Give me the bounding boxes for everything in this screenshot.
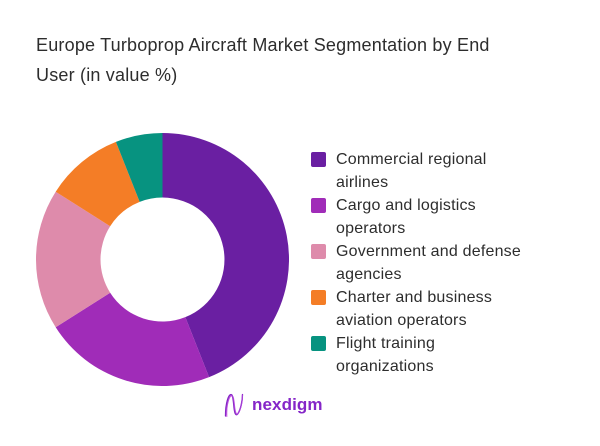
legend-label: Cargo and logistics operators <box>336 197 476 237</box>
legend-swatch <box>311 152 326 167</box>
legend-swatch <box>311 198 326 213</box>
donut-slice-0 <box>162 133 289 378</box>
chart-title: Europe Turboprop Aircraft Market Segment… <box>36 30 556 90</box>
nexdigm-logo: nexdigm <box>223 391 323 419</box>
legend-label: Flight training organizations <box>336 335 436 375</box>
donut-slice-2 <box>36 191 111 328</box>
donut-chart <box>36 133 289 386</box>
legend-swatch <box>311 336 326 351</box>
legend-item-commercial-regional-airlines: Commercial regional airlines <box>311 148 571 194</box>
chart-title-line-1: Europe Turboprop Aircraft Market Segment… <box>36 35 490 55</box>
chart-legend: Commercial regional airlines Cargo and l… <box>311 148 571 378</box>
donut-chart-container <box>36 133 289 386</box>
donut-slice-3 <box>55 141 140 227</box>
legend-item-government-defense-agencies: Government and defense agencies <box>311 240 571 286</box>
donut-slice-4 <box>115 133 163 202</box>
legend-label: Commercial regional airlines <box>336 151 487 191</box>
legend-item-charter-business-aviation: Charter and business aviation operators <box>311 286 571 332</box>
chart-title-line-2: User (in value %) <box>36 65 178 85</box>
legend-label: Government and defense agencies <box>336 243 521 283</box>
nexdigm-logo-icon <box>224 393 244 418</box>
legend-item-flight-training-organizations: Flight training organizations <box>311 332 571 378</box>
nexdigm-logo-text: nexdigm <box>252 395 323 414</box>
legend-swatch <box>311 290 326 305</box>
donut-slice-1 <box>55 292 210 386</box>
legend-swatch <box>311 244 326 259</box>
legend-item-cargo-logistics-operators: Cargo and logistics operators <box>311 194 571 240</box>
legend-label: Charter and business aviation operators <box>336 289 493 329</box>
